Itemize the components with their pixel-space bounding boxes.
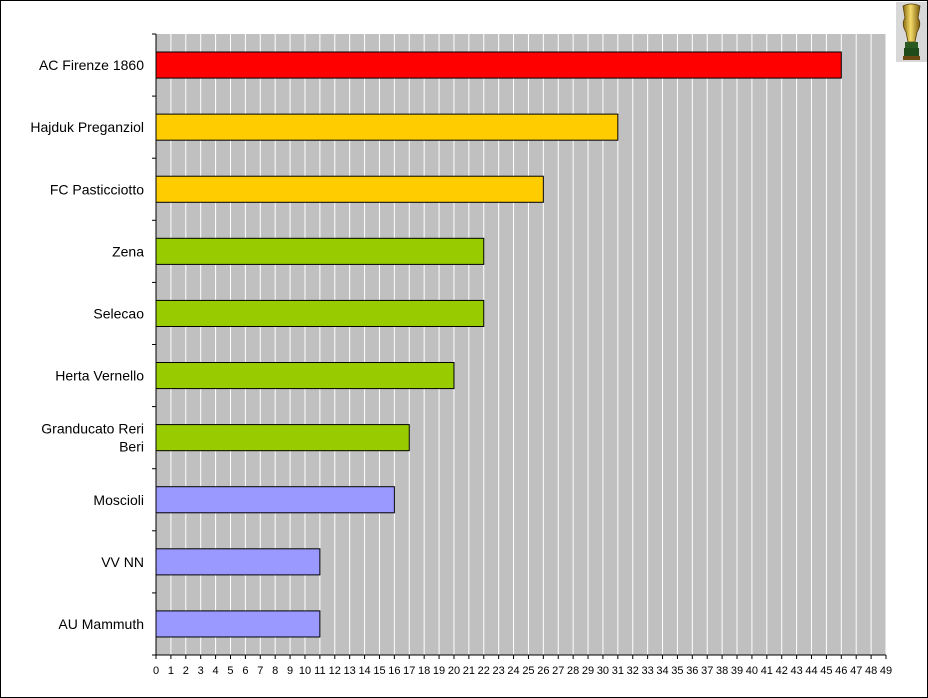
category-labels: AC Firenze 1860 Hajduk Preganziol FC Pasti… [30, 57, 144, 632]
category-label-6: Granducato Reri Beri [41, 421, 144, 455]
category-label-7: Moscioli [93, 492, 144, 508]
category-label-8: VV NN [101, 554, 144, 570]
x-tick-label-1: 1 [168, 665, 174, 677]
bar-8 [155, 548, 321, 576]
x-tick-label-39: 39 [731, 665, 743, 677]
category-label-0: AC Firenze 1860 [39, 57, 144, 73]
x-tick-label-42: 42 [776, 665, 788, 677]
x-tick-label-0: 0 [153, 665, 159, 677]
bar-6 [155, 424, 410, 452]
x-tick-label-30: 30 [597, 665, 609, 677]
x-tick-label-31: 31 [612, 665, 624, 677]
x-tick-label-36: 36 [686, 665, 698, 677]
x-tick-label-46: 46 [835, 665, 847, 677]
x-tick-label-24: 24 [507, 665, 519, 677]
x-tick-label-27: 27 [552, 665, 564, 677]
x-tick-label-22: 22 [478, 665, 490, 677]
x-tick-label-2: 2 [183, 665, 189, 677]
x-tick-label-10: 10 [299, 665, 311, 677]
x-tick-label-48: 48 [865, 665, 877, 677]
x-tick-label-43: 43 [790, 665, 802, 677]
x-tick-label-35: 35 [671, 665, 683, 677]
x-tick-label-33: 33 [642, 665, 654, 677]
x-tick-label-41: 41 [761, 665, 773, 677]
x-tick-label-5: 5 [227, 665, 233, 677]
x-tick-label-17: 17 [403, 665, 415, 677]
x-tick-label-45: 45 [820, 665, 832, 677]
x-tick-label-21: 21 [463, 665, 475, 677]
x-tick-label-26: 26 [537, 665, 549, 677]
x-tick-label-25: 25 [522, 665, 534, 677]
x-tick-label-4: 4 [213, 665, 219, 677]
x-tick-label-29: 29 [582, 665, 594, 677]
x-tick-label-18: 18 [418, 665, 430, 677]
x-tick-label-6: 6 [242, 665, 248, 677]
axes [152, 33, 887, 659]
x-tick-label-12: 12 [329, 665, 341, 677]
category-label-5: Herta Vernello [55, 368, 144, 384]
x-tick-label-14: 14 [358, 665, 370, 677]
bar-4 [155, 299, 485, 327]
x-tick-label-3: 3 [198, 665, 204, 677]
x-tick-label-11: 11 [314, 665, 325, 677]
x-tick-label-8: 8 [272, 665, 278, 677]
x-tick-label-16: 16 [388, 665, 400, 677]
x-tick-label-47: 47 [850, 665, 862, 677]
bar-0 [155, 51, 842, 79]
x-tick-label-49: 49 [880, 665, 892, 677]
category-label-2: FC Pasticciotto [50, 181, 144, 197]
x-tick-label-19: 19 [433, 665, 445, 677]
trophy-icon [896, 2, 927, 62]
category-label-4: Selecao [93, 305, 144, 321]
x-tick-label-23: 23 [493, 665, 505, 677]
x-tick-label-7: 7 [257, 665, 263, 677]
x-tick-label-32: 32 [627, 665, 639, 677]
bar-9 [155, 610, 321, 638]
x-tick-label-20: 20 [448, 665, 460, 677]
bars [155, 51, 842, 638]
category-label-3: Zena [112, 243, 144, 259]
category-label-9: AU Mammuth [58, 616, 144, 632]
bar-2 [155, 175, 544, 203]
x-tick-label-44: 44 [805, 665, 817, 677]
bar-1 [155, 113, 619, 141]
x-tick-label-37: 37 [701, 665, 713, 677]
x-tick-label-9: 9 [287, 665, 293, 677]
tick-labels: 0 1 2 3 4 5 6 7 8 9 10 11 12 13 14 15 16 17 18 19 20 21 22 23 24… [153, 665, 892, 677]
category-label-1: Hajduk Preganziol [30, 119, 144, 135]
x-tick-label-34: 34 [656, 665, 668, 677]
bar-5 [155, 362, 455, 390]
bar-7 [155, 486, 395, 514]
x-tick-label-13: 13 [344, 665, 356, 677]
x-tick-label-15: 15 [373, 665, 385, 677]
x-tick-label-28: 28 [567, 665, 579, 677]
x-tick-label-40: 40 [746, 665, 758, 677]
x-tick-label-38: 38 [716, 665, 728, 677]
bar-3 [155, 237, 485, 265]
